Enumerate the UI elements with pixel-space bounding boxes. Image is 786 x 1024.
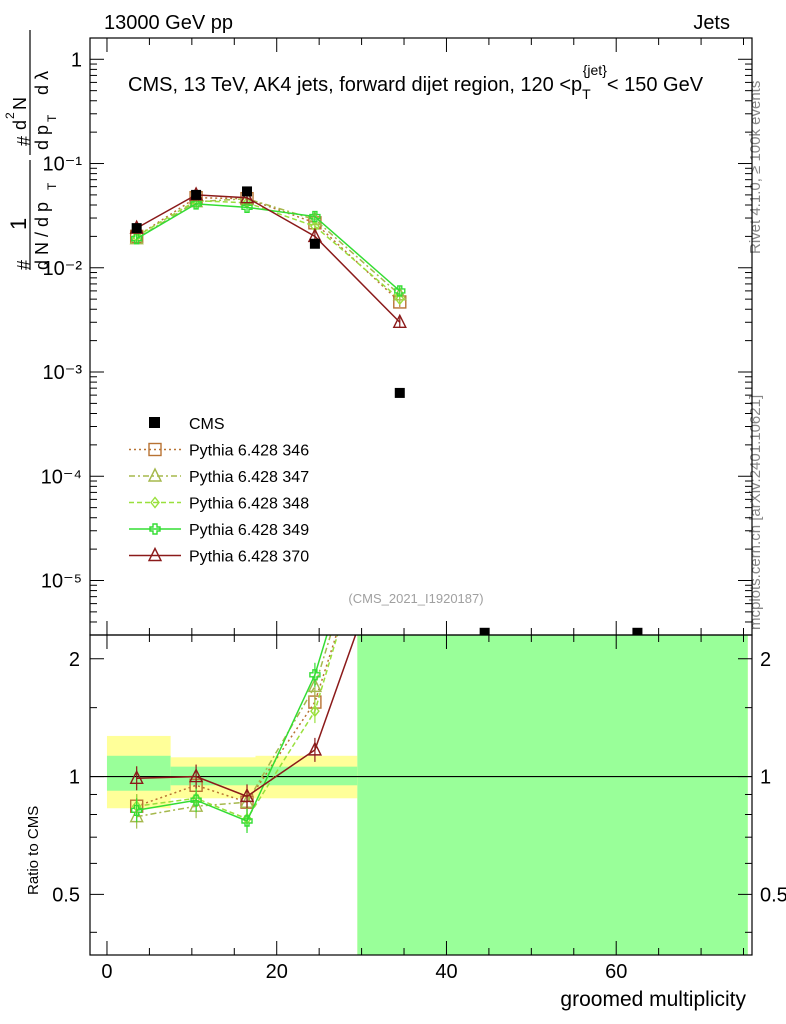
legend-label: Pythia 6.428 349 [189, 522, 309, 539]
svg-text:d p: d p [32, 125, 52, 150]
ratio-point [394, 503, 406, 515]
series-point [392, 313, 407, 328]
title-sub: T [582, 86, 591, 102]
legend-marker [147, 546, 163, 562]
y-tick-label: 10⁻⁵ [41, 570, 82, 592]
cms-point [394, 387, 405, 398]
y-tick-label: 10⁻² [43, 258, 83, 280]
series-point [310, 220, 320, 233]
cms-point [479, 627, 490, 635]
series-point [394, 293, 405, 306]
legend-marker [149, 523, 161, 535]
y-tick-label: 10⁻⁴ [41, 466, 82, 488]
y-tick-label: 1 [71, 49, 82, 71]
legend-label: Pythia 6.428 347 [189, 469, 309, 486]
main-ylabel: # 1 d N / d p T # d 2 N d p T d λ [3, 30, 59, 270]
ratio-point [188, 768, 204, 783]
series-point [190, 198, 202, 210]
legend-marker [147, 467, 163, 482]
series-point [241, 201, 253, 214]
analysis-watermark: (CMS_2021_I1920187) [348, 591, 483, 606]
ratio-point [307, 741, 323, 756]
legend-marker [150, 496, 160, 509]
legend-label: Pythia 6.428 346 [189, 443, 309, 460]
x-tick-label: 40 [435, 961, 457, 983]
legend-cms-marker [149, 417, 160, 428]
ratio-point [394, 430, 406, 442]
y-tick-label: 10⁻³ [43, 362, 83, 384]
cms-point [191, 189, 202, 200]
ratio-tick-label-right: 2 [760, 649, 771, 671]
cms-point [632, 627, 643, 635]
series-point [309, 210, 321, 223]
series-line-1 [136, 197, 401, 296]
ratio-ylabel: Ratio to CMS [25, 806, 42, 895]
energy-label: 13000 GeV pp [104, 12, 233, 34]
title-main: CMS, 13 TeV, AK4 jets, forward dijet reg… [128, 74, 582, 96]
svg-text:T: T [45, 114, 59, 122]
x-axis-label: groomed multiplicity [560, 988, 746, 1011]
y-tick-label: 10⁻¹ [43, 154, 83, 176]
x-tick-label: 20 [266, 961, 288, 983]
ratio-frame [89, 634, 753, 956]
svg-text:2: 2 [3, 112, 17, 119]
x-tick-label: 0 [101, 961, 112, 983]
ratio-point [130, 804, 143, 816]
ratio-point [307, 677, 323, 693]
legend-cms-label: CMS [189, 416, 225, 433]
ratio-band-inner [106, 755, 171, 791]
cms-point [131, 223, 142, 234]
ratio-band-inner [357, 635, 748, 955]
ratio-point [241, 815, 253, 827]
rivet-label: Rivet 4.1.0, ≥ 100k events [747, 81, 764, 254]
ratio-point [239, 787, 255, 803]
svg-text:T: T [45, 182, 59, 190]
ratio-tick-label-right: 0.5 [760, 884, 786, 906]
series-point [394, 285, 406, 297]
svg-text:#: # [14, 260, 34, 270]
svg-text:1: 1 [6, 218, 31, 230]
chart-title: CMS, 13 TeV, AK4 jets, forward dijet reg… [128, 62, 704, 102]
ratio-point [310, 704, 320, 718]
svg-text:d N / d p: d N / d p [32, 202, 52, 270]
svg-text:λ: λ [32, 71, 52, 80]
category-label: Jets [693, 12, 730, 34]
ratio-tick-label: 1 [69, 767, 80, 789]
legend-label: Pythia 6.428 348 [189, 496, 309, 513]
ratio-tick-label: 0.5 [52, 884, 80, 906]
svg-text:d: d [32, 85, 52, 95]
svg-text:N: N [10, 97, 30, 110]
ratio-point [396, 420, 404, 430]
series-point [239, 189, 255, 204]
svg-text:#: # [14, 136, 34, 146]
series-line-3 [136, 203, 401, 292]
ratio-point [394, 402, 406, 414]
legend-label: Pythia 6.428 370 [189, 549, 309, 566]
series-point [130, 233, 143, 245]
cms-point [242, 186, 253, 197]
ratio-point [309, 669, 321, 681]
main-frame [89, 37, 753, 636]
ratio-point [129, 769, 144, 784]
cms-point [309, 238, 320, 249]
ratio-point [190, 794, 202, 806]
title-sup: {jet} [583, 62, 607, 78]
source-label: mcplots.cern.ch [arXiv:2401.10621] [747, 395, 764, 630]
ratio-tick-label: 2 [69, 649, 80, 671]
ratio-tick-label-right: 1 [760, 767, 771, 789]
x-tick-label: 60 [605, 961, 627, 983]
legend-marker [148, 442, 162, 457]
title-end: < 150 GeV [607, 74, 704, 96]
svg-text:d: d [10, 120, 30, 130]
